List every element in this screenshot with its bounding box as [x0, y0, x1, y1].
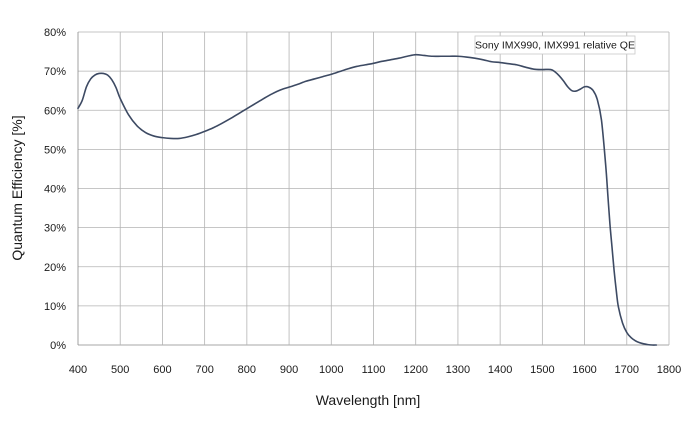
- legend: Sony IMX990, IMX991 relative QE: [474, 35, 636, 55]
- grid-lines: [77, 31, 670, 346]
- legend-box: [474, 35, 636, 55]
- y-tick-label: 70%: [44, 66, 66, 78]
- y-tick-label: 40%: [44, 184, 66, 196]
- y-tick-label: 20%: [44, 262, 66, 274]
- x-tick-label: 1500: [530, 364, 554, 376]
- y-axis-tick-labels: 0% 10% 20% 30% 40% 50% 60% 70% 80%: [44, 27, 66, 352]
- y-axis-title: Quantum Efficiency [%]: [9, 115, 25, 260]
- x-tick-label: 400: [69, 364, 87, 376]
- x-tick-label: 900: [280, 364, 298, 376]
- x-tick-label: 500: [111, 364, 129, 376]
- y-tick-label: 30%: [44, 223, 66, 235]
- series-line: [77, 53, 658, 346]
- x-tick-label: 800: [238, 364, 256, 376]
- x-tick-label: 1300: [446, 364, 470, 376]
- x-tick-label: 1100: [362, 364, 386, 376]
- x-axis-tick-labels: 400 500 600 700 800 900 1000 1100 1200 1300 1400 15…: [69, 364, 681, 376]
- x-tick-label: 1000: [319, 364, 343, 376]
- x-tick-label: 1600: [572, 364, 596, 376]
- y-tick-label: 10%: [44, 301, 66, 313]
- y-tick-label: 80%: [44, 27, 66, 39]
- y-tick-label: 0%: [50, 340, 66, 352]
- x-tick-label: 700: [195, 364, 213, 376]
- legend-entry-label: Sony IMX990, IMX991 relative QE: [475, 40, 635, 52]
- x-tick-label: 1200: [403, 364, 427, 376]
- series-group: [77, 53, 658, 346]
- x-axis-title: Wavelength [nm]: [316, 392, 421, 408]
- y-tick-label: 60%: [44, 105, 66, 117]
- y-tick-label: 50%: [44, 144, 66, 156]
- x-tick-label: 1400: [488, 364, 512, 376]
- x-tick-label: 600: [153, 364, 171, 376]
- x-tick-label: 1800: [657, 364, 681, 376]
- x-tick-label: 1700: [615, 364, 639, 376]
